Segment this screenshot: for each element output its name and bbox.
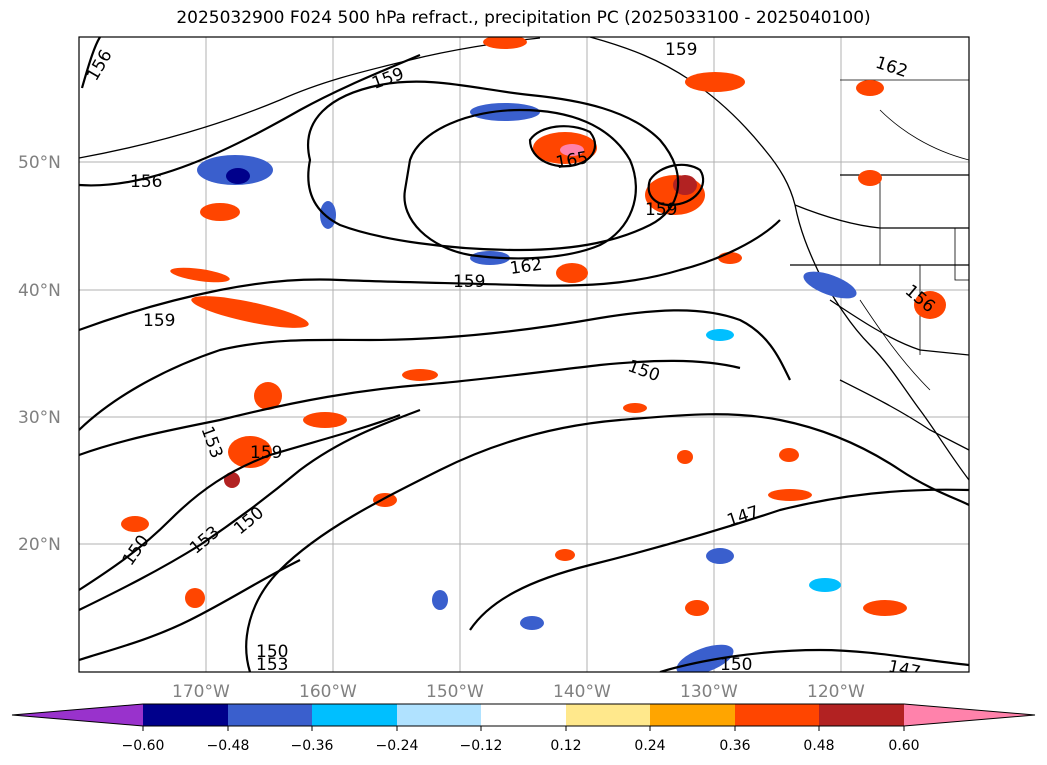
contour-label: 159 [645, 200, 677, 220]
colorbar-segment [819, 704, 904, 726]
colorbar-segment [481, 704, 566, 726]
lat-label: 50°N [18, 153, 61, 173]
lat-labels: 50°N 40°N 30°N 20°N [18, 153, 61, 555]
colorbar: −0.60 −0.48 −0.36 −0.24 −0.12 0.12 0.24 … [11, 703, 1036, 754]
colorbar-tick-label: 0.60 [888, 738, 919, 754]
colorbar-tick-label: 0.24 [634, 738, 665, 754]
colorbar-arrow-left [12, 704, 143, 726]
state-borders [840, 79, 969, 391]
lon-label: 120°W [807, 682, 865, 702]
colorbar-segment [566, 704, 650, 726]
lat-label: 20°N [18, 535, 61, 555]
contour-label: 150 [256, 642, 288, 662]
colorbar-segment [143, 704, 228, 726]
chart-title: 2025032900 F024 500 hPa refract., precip… [176, 8, 871, 28]
colorbar-tick-label: −0.12 [460, 738, 503, 754]
lon-label: 160°W [299, 682, 357, 702]
lon-label: 130°W [680, 682, 738, 702]
colorbar-segment [735, 704, 819, 726]
colorbar-tick-label: −0.36 [291, 738, 334, 754]
lon-labels: 170°W 160°W 150°W 140°W 130°W 120°W [172, 682, 865, 702]
colorbar-tick-label: −0.48 [207, 738, 250, 754]
contour-label: 159 [453, 272, 485, 292]
contour-label: 153 [256, 655, 288, 675]
map-area: 156 159 162 165 159 156 159 162 159 150 … [79, 37, 969, 675]
lon-label: 140°W [553, 682, 611, 702]
colorbar-tick-label: −0.24 [376, 738, 419, 754]
colorbar-arrow-right [904, 704, 1035, 726]
colorbar-segment [228, 704, 312, 726]
colorbar-tick-label: 0.12 [550, 738, 581, 754]
colorbar-tick-label: 0.36 [719, 738, 750, 754]
lat-label: 40°N [18, 281, 61, 301]
contour-label: 159 [250, 443, 282, 463]
lat-label: 30°N [18, 408, 61, 428]
contour-label: 150 [720, 655, 752, 675]
map-frame [78, 36, 970, 673]
precip-fills [121, 37, 946, 672]
gridlines [79, 37, 969, 672]
contour-label: 159 [665, 40, 697, 60]
height-contours [79, 37, 969, 672]
lon-label: 150°W [426, 682, 484, 702]
contour-label: 159 [143, 311, 175, 331]
colorbar-tick-label: −0.60 [122, 738, 165, 754]
colorbar-tick-label: 0.48 [803, 738, 834, 754]
colorbar-segment [397, 704, 481, 726]
contour-label: 156 [130, 172, 162, 192]
contour-label: 162 [509, 255, 544, 279]
lon-label: 170°W [172, 682, 230, 702]
colorbar-segment [650, 704, 735, 726]
colorbar-segment [312, 704, 397, 726]
